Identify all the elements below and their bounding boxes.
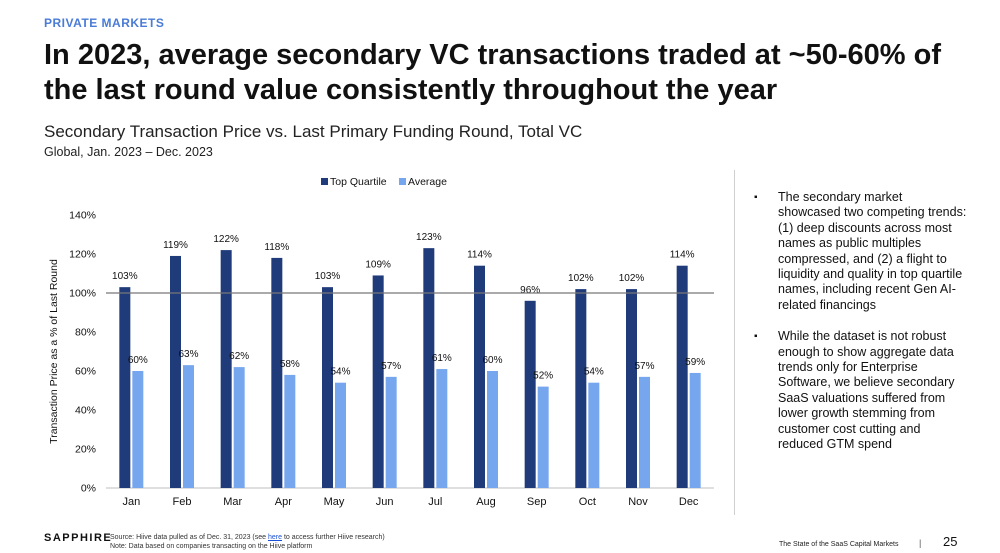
y-tick-label: 20%: [75, 444, 96, 456]
data-label-top-quartile: 102%: [619, 273, 645, 284]
data-label-average: 60%: [128, 355, 148, 366]
x-tick-label: Jan: [122, 496, 140, 508]
data-label-average: 57%: [381, 361, 401, 372]
data-label-average: 52%: [533, 371, 553, 382]
source-note: Source: Hiive data pulled as of Dec. 31,…: [110, 534, 385, 551]
commentary-bullet-2: ▪ While the dataset is not robust enough…: [752, 329, 967, 452]
legend-label: Top Quartile: [330, 176, 387, 188]
bar-average: [487, 371, 498, 488]
bar-average: [537, 386, 549, 488]
data-label-top-quartile: 123%: [416, 232, 442, 243]
x-tick-label: Mar: [223, 496, 242, 508]
bar-top-quartile: [474, 265, 485, 488]
data-label-top-quartile: 118%: [264, 242, 289, 253]
x-tick-label: Nov: [628, 496, 648, 508]
data-note: Note: Data based on companies transactin…: [110, 542, 313, 550]
x-tick-label: Apr: [275, 496, 292, 508]
source-suffix: to access further Hiive research): [282, 534, 385, 541]
bar-average: [689, 372, 701, 488]
data-label-average: 60%: [482, 355, 502, 366]
y-tick-label: 60%: [75, 366, 96, 378]
bar-average: [588, 382, 600, 488]
data-label-top-quartile: 114%: [467, 250, 492, 261]
page-number: 25: [943, 534, 958, 549]
data-label-top-quartile: 119%: [163, 240, 188, 251]
data-label-average: 59%: [685, 357, 705, 368]
x-tick-label: Aug: [476, 496, 496, 508]
bar-average: [639, 376, 650, 488]
bar-average: [132, 371, 144, 488]
report-title: The State of the SaaS Capital Markets: [779, 541, 899, 548]
bar-top-quartile: [575, 289, 587, 488]
vertical-divider: [734, 170, 735, 515]
page-headline: In 2023, average secondary VC transactio…: [44, 39, 941, 106]
bar-average: [183, 365, 194, 488]
data-label-average: 58%: [280, 359, 300, 370]
bar-average: [335, 382, 346, 488]
chart-subtitle: Global, Jan. 2023 – Dec. 2023: [44, 145, 213, 159]
bar-top-quartile: [119, 287, 131, 488]
chart-title: Secondary Transaction Price vs. Last Pri…: [44, 122, 583, 141]
x-tick-label: Sep: [527, 496, 547, 508]
bar-average: [233, 367, 245, 488]
y-tick-label: 100%: [69, 288, 96, 300]
bar-chart: 0% 20% 40% 60% 80% 100% 120% 140% Transaction Pr…: [48, 176, 714, 508]
commentary-list: ▪ The secondary market showcased two com…: [752, 190, 967, 469]
y-axis-label: Transaction Price as a % of Last Round: [48, 259, 60, 444]
sapphire-logo: SAPPHIRE: [44, 532, 113, 544]
legend-swatch: [399, 178, 406, 185]
bullet-text: The secondary market showcased two compe…: [778, 190, 967, 312]
legend-label: Average: [408, 176, 447, 188]
x-tick-label: Jun: [376, 496, 394, 508]
source-link[interactable]: here: [267, 534, 282, 541]
y-tick-label: 0%: [81, 483, 96, 495]
bar-top-quartile: [423, 248, 435, 488]
bullet-marker-icon: ▪: [754, 192, 758, 203]
y-tick-label: 120%: [69, 249, 96, 261]
x-tick-label: Dec: [679, 496, 699, 508]
x-tick-label: Jul: [428, 496, 442, 508]
bar-average: [385, 376, 397, 488]
data-label-top-quartile: 122%: [213, 234, 239, 245]
y-tick-label: 80%: [75, 327, 96, 339]
section-eyebrow: PRIVATE MARKETS: [44, 16, 165, 30]
bar-top-quartile: [220, 250, 232, 488]
data-label-average: 54%: [584, 367, 604, 378]
x-tick-label: May: [324, 496, 345, 508]
data-label-top-quartile: 114%: [670, 250, 695, 261]
data-label-average: 61%: [432, 353, 452, 364]
data-label-average: 54%: [330, 367, 350, 378]
bullet-marker-icon: ▪: [754, 331, 758, 343]
x-tick-label: Oct: [579, 496, 596, 508]
bar-top-quartile: [676, 265, 688, 488]
bar-top-quartile: [271, 257, 283, 488]
data-label-average: 63%: [178, 349, 198, 360]
data-label-top-quartile: 103%: [112, 271, 138, 282]
bar-top-quartile: [626, 289, 637, 488]
data-label-top-quartile: 109%: [365, 259, 391, 270]
bar-average: [436, 369, 448, 488]
y-tick-label: 40%: [75, 405, 96, 417]
legend-swatch: [321, 178, 328, 185]
bullet-text: While the dataset is not robust enough t…: [778, 329, 955, 452]
data-label-average: 57%: [634, 361, 654, 372]
data-label-top-quartile: 96%: [520, 285, 540, 296]
data-label-top-quartile: 102%: [568, 273, 594, 284]
source-prefix: Source: Hiive data pulled as of Dec. 31,…: [110, 534, 268, 541]
data-label-top-quartile: 103%: [315, 271, 341, 282]
y-tick-label: 140%: [69, 210, 96, 222]
x-tick-label: Feb: [173, 496, 192, 508]
bar-average: [284, 374, 296, 488]
commentary-bullet-1: ▪ The secondary market showcased two com…: [752, 190, 967, 313]
footer-separator: |: [919, 538, 922, 548]
bar-top-quartile: [524, 300, 536, 488]
bar-top-quartile: [372, 275, 384, 488]
bar-top-quartile: [322, 287, 333, 488]
bar-top-quartile: [170, 255, 181, 488]
data-label-average: 62%: [229, 351, 249, 362]
